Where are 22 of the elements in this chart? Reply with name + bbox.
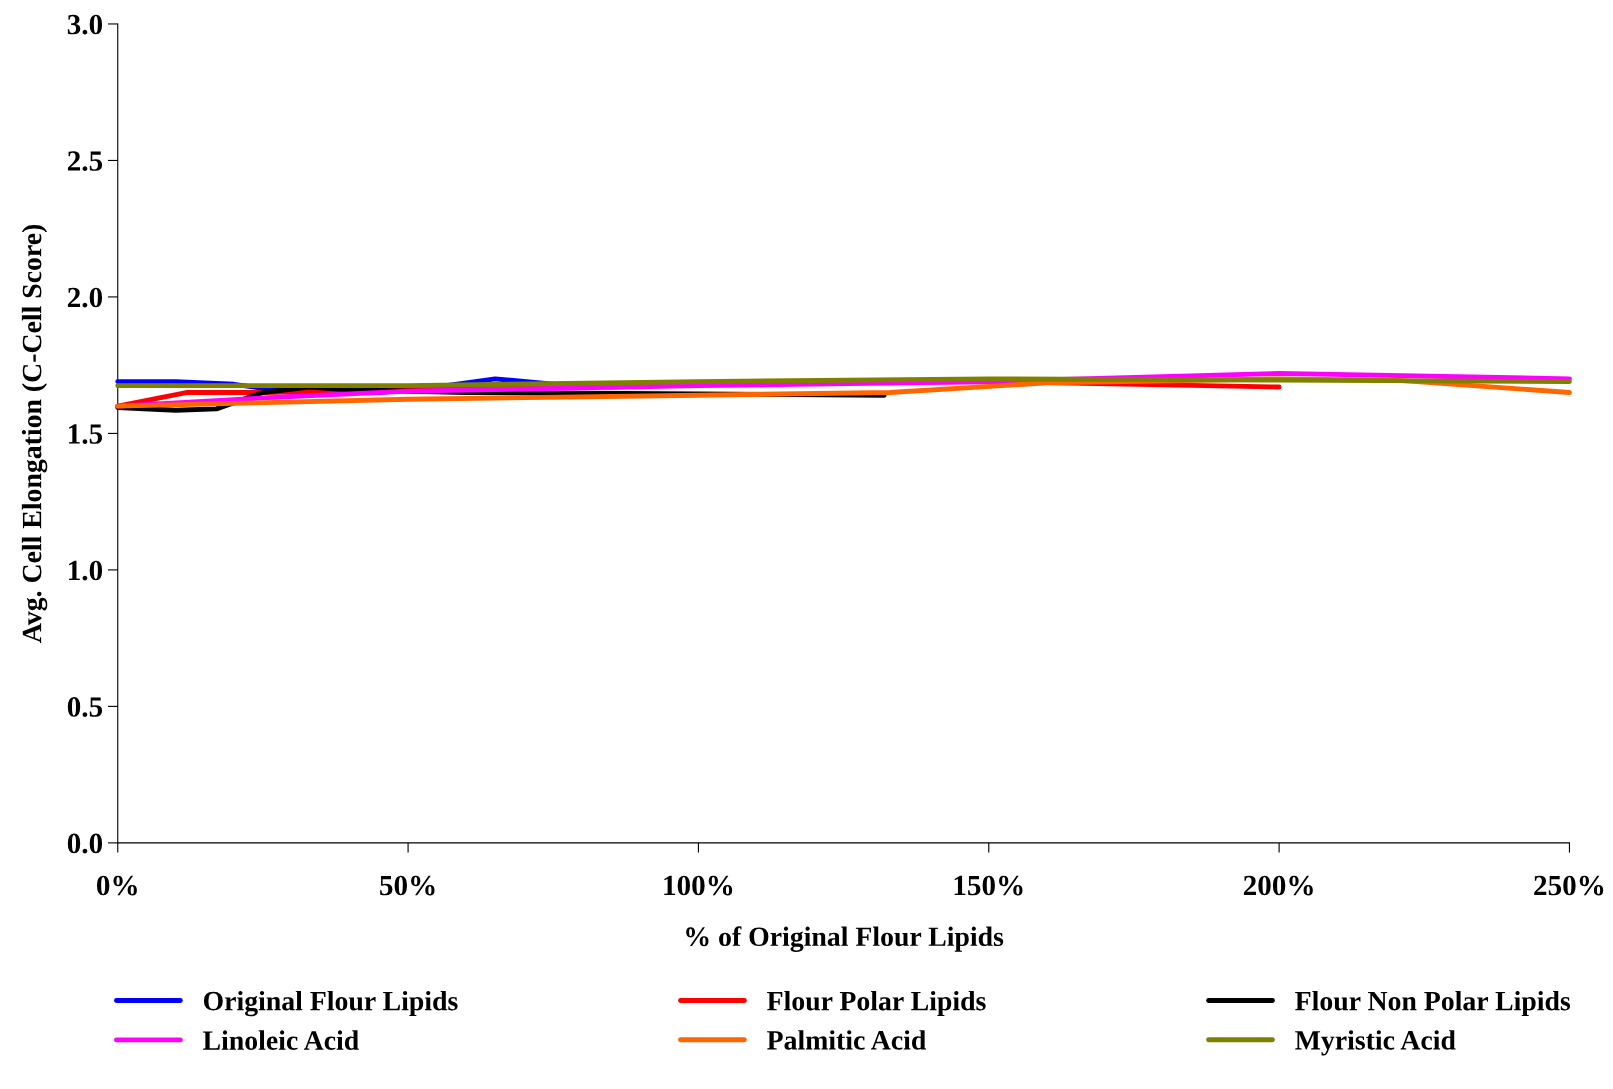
legend-label: Palmitic Acid xyxy=(767,1030,927,1050)
y-tick-label: 0.5 xyxy=(67,697,103,717)
legend-label: Flour Polar Lipids xyxy=(767,990,986,1017)
y-tick-label: 1.5 xyxy=(69,424,103,444)
x-tick-label: 0% xyxy=(96,875,137,896)
y-tick-label: 2.5 xyxy=(67,151,103,171)
legend-label: Original Flour Lipids xyxy=(203,990,458,1017)
y-tick-label: 3.0 xyxy=(67,14,103,35)
legend-label: Myristic Acid xyxy=(1295,1030,1456,1056)
x-tick-label: 200% xyxy=(1243,875,1313,896)
y-tick-label: 0.0 xyxy=(67,833,103,854)
x-tick-label: 150% xyxy=(954,875,1023,896)
legend-label: Linoleic Acid xyxy=(203,1030,359,1050)
x-axis-title: % of Original Flour Lipids xyxy=(686,926,1004,952)
y-tick-label: 1.0 xyxy=(69,560,103,581)
x-tick-label: 100% xyxy=(664,875,733,896)
x-tick-label: 250% xyxy=(1534,875,1604,896)
legend-label: Flour Non Polar Lipids xyxy=(1295,990,1571,1017)
y-axis-title: Avg. Cell Elongation (C-Cell Score) xyxy=(21,224,48,643)
x-tick-label: 50% xyxy=(380,875,435,896)
line-series xyxy=(115,376,1572,389)
y-tick-label: 2.0 xyxy=(67,287,103,308)
